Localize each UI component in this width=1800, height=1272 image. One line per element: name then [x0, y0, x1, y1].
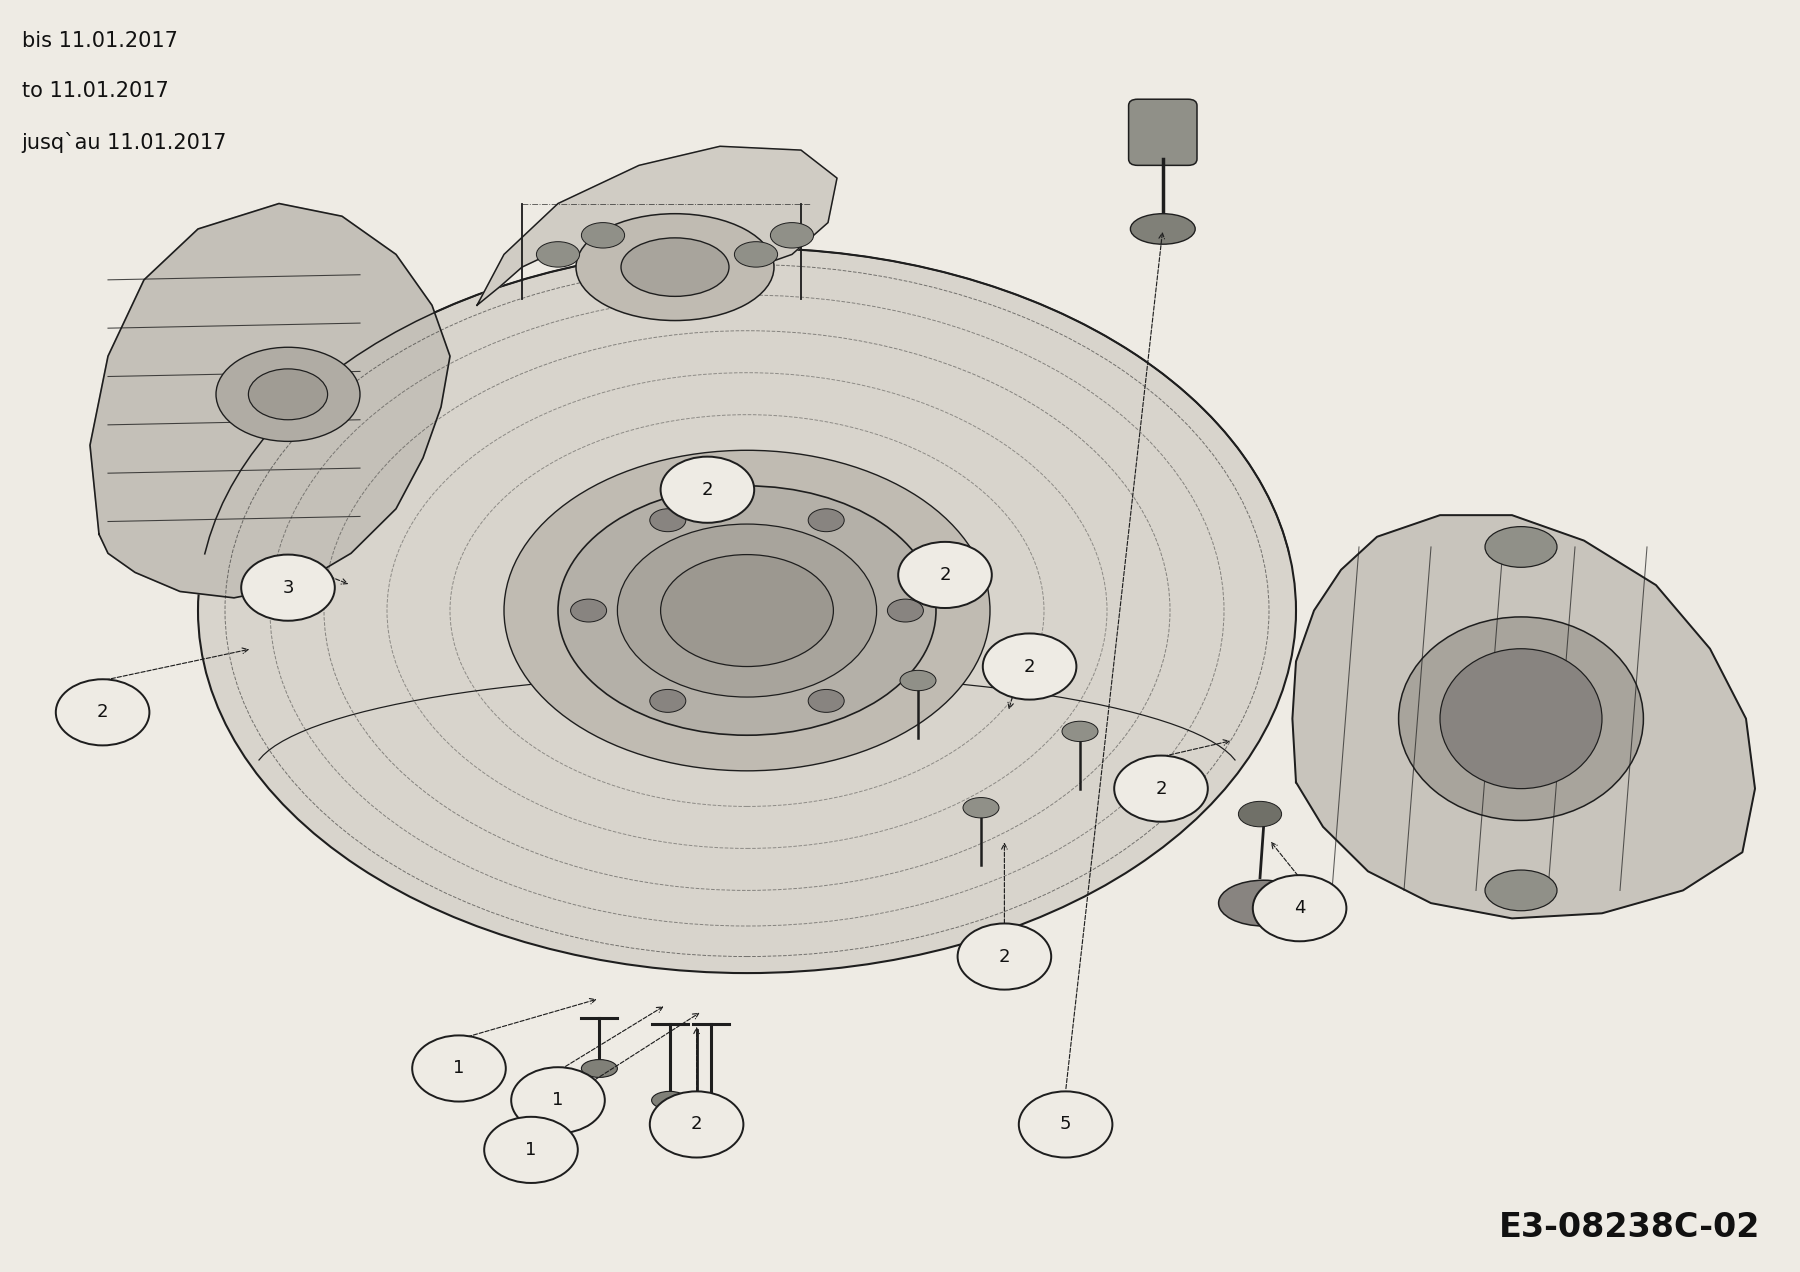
- Ellipse shape: [571, 599, 607, 622]
- Text: 4: 4: [1294, 899, 1305, 917]
- Ellipse shape: [581, 1060, 617, 1077]
- Polygon shape: [90, 204, 450, 598]
- Circle shape: [898, 542, 992, 608]
- Ellipse shape: [652, 1091, 688, 1109]
- Circle shape: [1019, 1091, 1112, 1158]
- Ellipse shape: [576, 214, 774, 321]
- Circle shape: [1253, 875, 1346, 941]
- Polygon shape: [477, 146, 837, 305]
- Ellipse shape: [1399, 617, 1643, 820]
- Text: 2: 2: [702, 481, 713, 499]
- Ellipse shape: [248, 369, 328, 420]
- Text: jusq`au 11.01.2017: jusq`au 11.01.2017: [22, 132, 227, 154]
- Ellipse shape: [675, 1124, 718, 1147]
- Circle shape: [484, 1117, 578, 1183]
- Circle shape: [412, 1035, 506, 1102]
- Ellipse shape: [1219, 880, 1309, 926]
- Ellipse shape: [1440, 649, 1602, 789]
- Ellipse shape: [808, 689, 844, 712]
- Ellipse shape: [581, 223, 625, 248]
- Circle shape: [958, 923, 1051, 990]
- Circle shape: [650, 1091, 743, 1158]
- Text: 5: 5: [1060, 1116, 1071, 1133]
- Circle shape: [56, 679, 149, 745]
- Text: to 11.01.2017: to 11.01.2017: [22, 81, 169, 102]
- Circle shape: [1114, 756, 1208, 822]
- Ellipse shape: [693, 1135, 729, 1152]
- Text: 2: 2: [999, 948, 1010, 965]
- Ellipse shape: [558, 486, 936, 735]
- Polygon shape: [1292, 515, 1755, 918]
- Text: 2: 2: [1024, 658, 1035, 675]
- Text: 1: 1: [526, 1141, 536, 1159]
- Text: 1: 1: [553, 1091, 563, 1109]
- Ellipse shape: [1485, 870, 1557, 911]
- Ellipse shape: [504, 450, 990, 771]
- Ellipse shape: [198, 248, 1296, 973]
- Ellipse shape: [734, 242, 778, 267]
- Ellipse shape: [216, 347, 360, 441]
- Ellipse shape: [1130, 214, 1195, 244]
- Circle shape: [511, 1067, 605, 1133]
- Text: E3-08238C-02: E3-08238C-02: [1499, 1211, 1760, 1244]
- Text: 3: 3: [283, 579, 293, 597]
- Ellipse shape: [887, 599, 923, 622]
- Ellipse shape: [1485, 527, 1557, 567]
- Text: 2: 2: [691, 1116, 702, 1133]
- Ellipse shape: [621, 238, 729, 296]
- Text: bis 11.01.2017: bis 11.01.2017: [22, 31, 178, 51]
- Ellipse shape: [808, 509, 844, 532]
- Circle shape: [661, 457, 754, 523]
- Text: 2: 2: [97, 703, 108, 721]
- Ellipse shape: [617, 524, 877, 697]
- Text: 2: 2: [940, 566, 950, 584]
- Ellipse shape: [661, 555, 833, 667]
- Polygon shape: [205, 248, 1289, 759]
- Ellipse shape: [1062, 721, 1098, 742]
- Circle shape: [241, 555, 335, 621]
- FancyBboxPatch shape: [1129, 99, 1197, 165]
- Ellipse shape: [963, 798, 999, 818]
- Circle shape: [983, 633, 1076, 700]
- Ellipse shape: [650, 509, 686, 532]
- Ellipse shape: [1238, 801, 1282, 827]
- Ellipse shape: [770, 223, 814, 248]
- Text: 2: 2: [1156, 780, 1166, 798]
- Ellipse shape: [650, 689, 686, 712]
- Ellipse shape: [900, 670, 936, 691]
- Ellipse shape: [536, 242, 580, 267]
- Text: 1: 1: [454, 1060, 464, 1077]
